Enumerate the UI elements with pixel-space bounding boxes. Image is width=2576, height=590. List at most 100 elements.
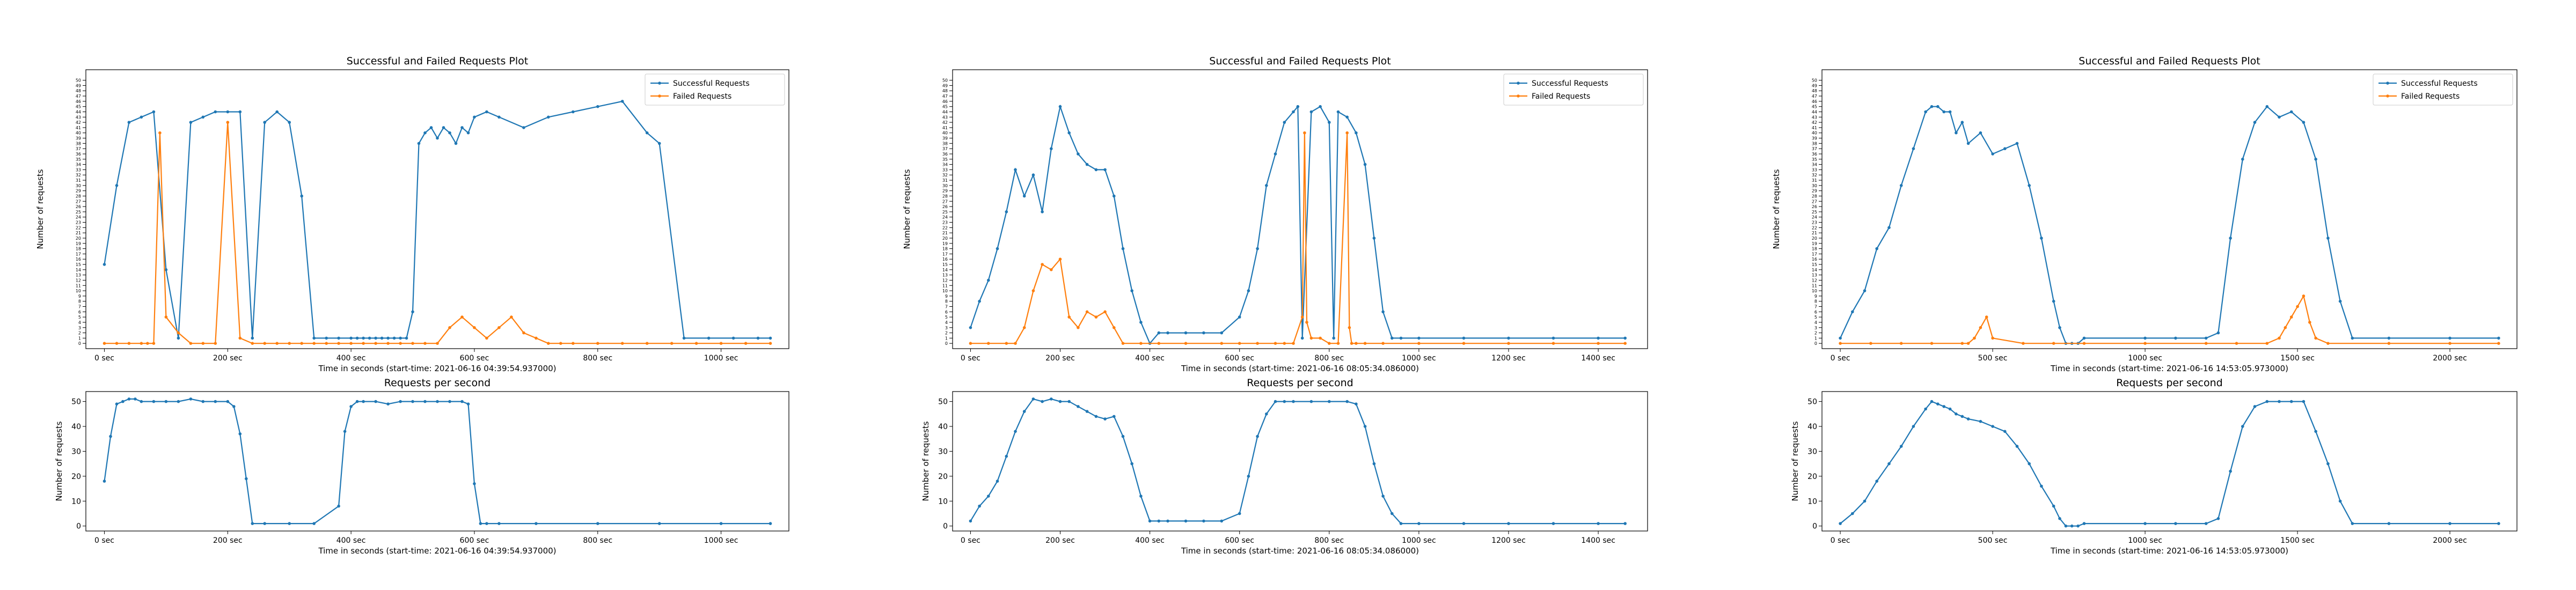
y-tick-label: 27	[942, 199, 948, 204]
y-tick-label: 47	[76, 94, 81, 99]
data-point	[1552, 522, 1555, 525]
data-point	[535, 336, 538, 340]
data-point	[719, 522, 723, 525]
data-point	[1623, 336, 1627, 340]
y-tick-label: 39	[1812, 136, 1817, 141]
y-tick-label: 14	[76, 268, 81, 272]
data-point	[2265, 105, 2269, 108]
data-point	[2265, 400, 2269, 403]
data-point	[232, 405, 236, 408]
data-point	[485, 336, 488, 340]
legend-marker	[1517, 94, 1520, 98]
data-point	[164, 315, 168, 319]
y-tick-label: 4	[1814, 320, 1817, 325]
y-tick-label: 28	[76, 194, 81, 198]
data-point	[1265, 412, 1268, 416]
data-point	[2241, 158, 2244, 161]
data-point	[2028, 184, 2031, 187]
y-tick-label: 26	[76, 204, 81, 209]
data-point	[1863, 289, 1867, 292]
y-tick-label: 34	[1812, 163, 1817, 167]
data-point	[1050, 397, 1053, 401]
data-point	[1966, 417, 1970, 421]
y-tick-label: 8	[78, 299, 81, 304]
x-tick-label: 1400 sec	[1581, 354, 1615, 363]
data-point	[460, 400, 464, 403]
data-point	[769, 342, 772, 345]
data-point	[1328, 342, 1331, 345]
series-line-1	[1840, 294, 2499, 344]
data-point	[1022, 326, 1026, 329]
data-point	[343, 430, 347, 433]
data-point	[1948, 110, 1952, 114]
y-tick-label: 9	[1814, 294, 1817, 299]
x-tick-label: 800 sec	[583, 354, 612, 363]
legend-entry: Successful Requests	[673, 79, 750, 88]
data-point	[2326, 342, 2330, 345]
data-point	[2015, 142, 2019, 145]
data-point	[337, 504, 340, 508]
data-point	[423, 400, 427, 403]
data-point	[1085, 410, 1089, 413]
data-point	[1077, 405, 1080, 408]
y-tick-label: 25	[942, 210, 948, 215]
x-tick-label: 600 sec	[460, 354, 489, 363]
y-tick-label: 33	[1812, 167, 1817, 172]
chart-panel-0: Successful and Failed Requests Plot 0 sec…	[35, 55, 789, 373]
y-tick-label: 1	[78, 336, 81, 341]
y-tick-label: 33	[942, 167, 948, 172]
x-tick-label: 2000 sec	[2433, 536, 2467, 545]
data-point	[442, 126, 445, 129]
data-point	[214, 342, 217, 345]
data-point	[448, 131, 451, 135]
data-point	[177, 400, 180, 403]
x-tick-label: 1400 sec	[1581, 536, 1615, 545]
x-tick-label: 600 sec	[1225, 536, 1254, 545]
data-point	[547, 115, 550, 119]
x-tick-label: 600 sec	[460, 536, 489, 545]
y-tick-label: 33	[76, 167, 81, 172]
y-tick-label: 4	[78, 320, 81, 325]
y-tick-label: 11	[1812, 283, 1817, 288]
data-point	[2204, 522, 2208, 525]
data-point	[1005, 342, 1008, 345]
data-point	[1345, 115, 1349, 119]
data-point	[1851, 512, 1854, 515]
y-tick-label: 22	[942, 225, 948, 230]
y-tick-label: 41	[1812, 126, 1817, 130]
data-point	[405, 336, 408, 340]
data-point	[1041, 263, 1044, 266]
data-point	[1256, 247, 1259, 250]
data-point	[731, 336, 735, 340]
x-tick-label: 800 sec	[583, 536, 612, 545]
data-point	[1319, 336, 1322, 340]
data-point	[2351, 336, 2354, 340]
data-point	[1077, 152, 1080, 156]
data-point	[1936, 105, 1940, 108]
data-point	[1348, 326, 1351, 329]
data-point	[987, 278, 990, 282]
y-tick-label: 37	[1812, 146, 1817, 151]
x-tick-label: 1000 sec	[2128, 536, 2162, 545]
y-tick-label: 19	[942, 241, 948, 246]
data-point	[1238, 512, 1241, 515]
data-point	[275, 110, 279, 114]
data-point	[2278, 115, 2281, 119]
y-tick-label: 28	[942, 194, 948, 198]
data-point	[1077, 326, 1080, 329]
legend-box	[2373, 73, 2513, 106]
y-tick-label: 45	[942, 105, 948, 109]
y-tick-label: 7	[78, 305, 81, 309]
x-tick-label: 800 sec	[1314, 536, 1344, 545]
data-point	[2302, 121, 2306, 124]
data-point	[238, 110, 242, 114]
y-tick-label: 39	[76, 136, 81, 141]
data-point	[620, 100, 624, 103]
y-tick-label: 17	[1812, 252, 1817, 256]
data-point	[1103, 168, 1107, 172]
data-point	[2326, 237, 2330, 240]
data-point	[1552, 336, 1555, 340]
data-point	[1399, 336, 1403, 340]
x-tick-label: 0 sec	[94, 536, 114, 545]
data-point	[2052, 299, 2055, 303]
